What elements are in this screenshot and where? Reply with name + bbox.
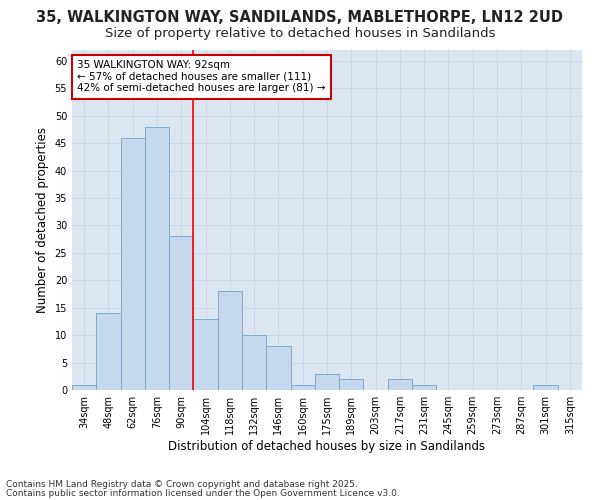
Bar (96, 313, 121, 390)
Bar (169, 236, 193, 390)
Bar (121, 138, 145, 390)
Bar (193, 318, 218, 390)
Text: Contains public sector information licensed under the Open Government Licence v3: Contains public sector information licen… (6, 488, 400, 498)
Bar (315, 374, 339, 390)
Bar (339, 379, 364, 390)
Bar (388, 379, 412, 390)
Bar (266, 346, 290, 390)
Bar (290, 384, 315, 390)
X-axis label: Distribution of detached houses by size in Sandilands: Distribution of detached houses by size … (169, 440, 485, 453)
Bar (145, 127, 169, 390)
Text: 35, WALKINGTON WAY, SANDILANDS, MABLETHORPE, LN12 2UD: 35, WALKINGTON WAY, SANDILANDS, MABLETHO… (37, 10, 563, 25)
Bar (218, 292, 242, 390)
Y-axis label: Number of detached properties: Number of detached properties (36, 127, 49, 313)
Text: 35 WALKINGTON WAY: 92sqm
← 57% of detached houses are smaller (111)
42% of semi-: 35 WALKINGTON WAY: 92sqm ← 57% of detach… (77, 60, 326, 94)
Bar (412, 384, 436, 390)
Text: Size of property relative to detached houses in Sandilands: Size of property relative to detached ho… (105, 28, 495, 40)
Bar (242, 335, 266, 390)
Bar (533, 384, 558, 390)
Bar (72, 384, 96, 390)
Text: Contains HM Land Registry data © Crown copyright and database right 2025.: Contains HM Land Registry data © Crown c… (6, 480, 358, 489)
